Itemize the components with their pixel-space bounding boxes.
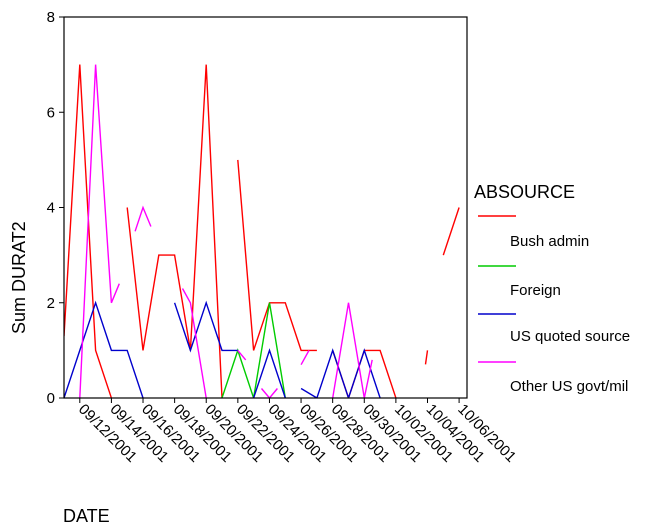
y-tick-label: 0 (47, 390, 55, 407)
series-line (363, 359, 373, 398)
series-layer (64, 64, 460, 398)
x-axis-title: DATE (63, 506, 110, 526)
legend-label: Foreign (510, 282, 561, 299)
y-tick-label: 2 (47, 295, 55, 312)
y-tick-label: 4 (47, 200, 55, 217)
series-line (221, 302, 286, 398)
series-bush-admin (64, 64, 460, 398)
series-line (126, 64, 223, 398)
series-line (79, 64, 120, 398)
series-line (332, 349, 397, 398)
y-tick-label: 8 (47, 9, 55, 26)
x-axis: 09/12/200109/14/200109/16/200109/18/2001… (75, 398, 519, 466)
series-other-us-govt-mil (79, 64, 373, 398)
series-line (237, 159, 317, 352)
legend-title: ABSOURCE (474, 182, 575, 202)
series-line (181, 288, 207, 398)
series-line (134, 205, 152, 232)
y-axis: 0 2 4 6 8 (47, 9, 64, 407)
legend-label: Other US govt/mil (510, 378, 628, 395)
series-line (332, 302, 365, 398)
y-tick-label: 6 (47, 104, 55, 121)
legend-label: US quoted source (510, 328, 630, 345)
series-line (442, 207, 460, 256)
plot-frame (63, 16, 468, 399)
y-axis-title: Sum DURAT2 (9, 221, 29, 334)
series-line (300, 348, 381, 398)
series-line (260, 388, 278, 398)
legend: ABSOURCE Bush admin Foreign US quoted sour… (474, 182, 630, 395)
series-line (64, 300, 144, 398)
series-line (173, 300, 238, 353)
series-line (237, 349, 247, 361)
series-point (424, 350, 429, 365)
series-line (300, 350, 310, 366)
series-line (64, 64, 113, 398)
series-foreign (221, 302, 286, 398)
legend-label: Bush admin (510, 233, 589, 250)
series-line (252, 348, 286, 398)
series-us-quoted-source (64, 300, 381, 398)
